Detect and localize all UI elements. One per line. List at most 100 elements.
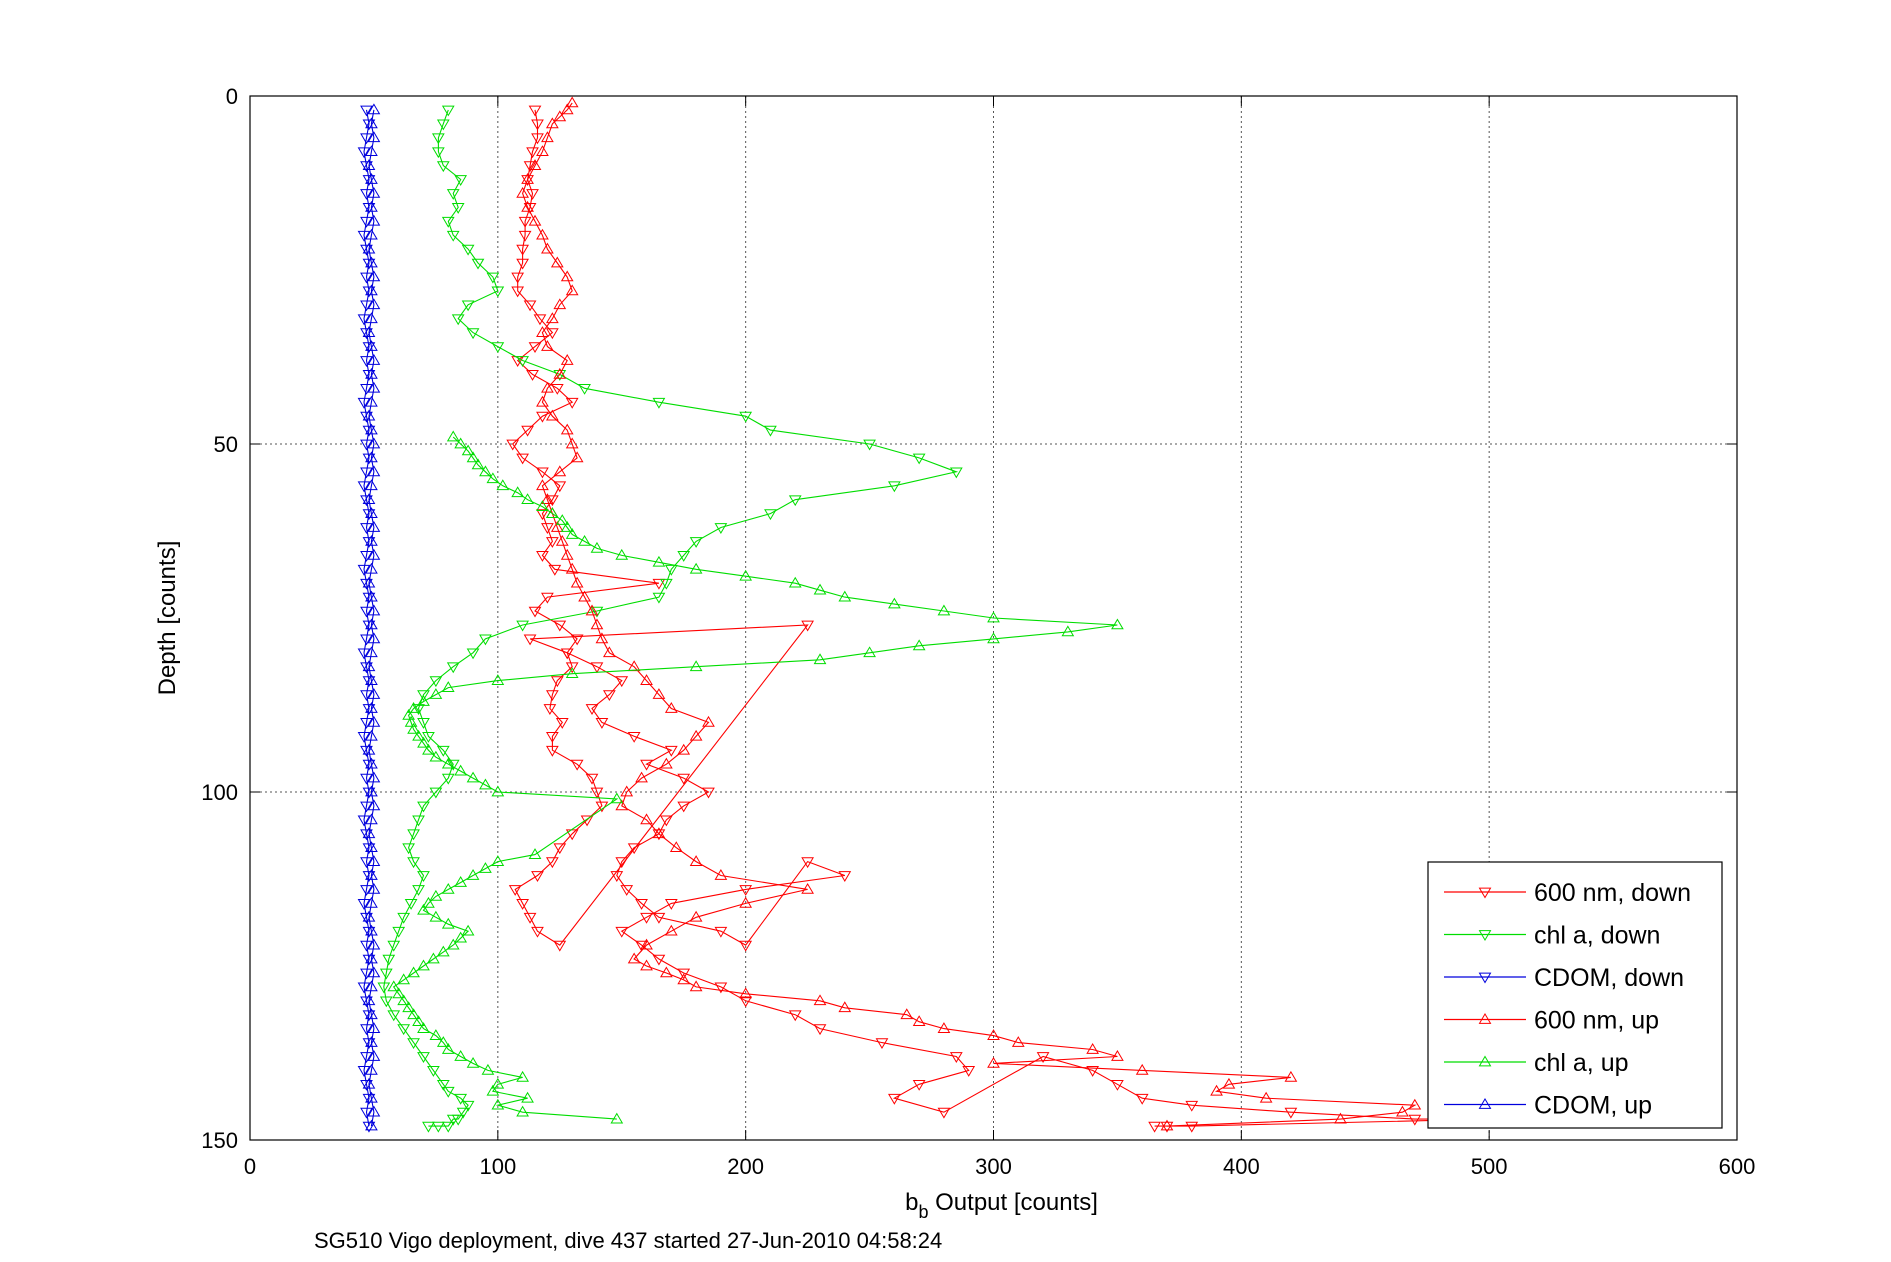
data-point: [417, 736, 430, 748]
data-point: [664, 701, 678, 713]
data-point: [518, 230, 532, 242]
data-point: [461, 444, 475, 456]
data-point: [486, 1084, 500, 1096]
data-point: [565, 562, 579, 574]
data-point: [454, 764, 468, 776]
data-point: [367, 186, 381, 198]
data-point: [365, 980, 378, 992]
data-point: [595, 632, 609, 644]
data-point: [491, 1098, 505, 1110]
data-point: [417, 903, 430, 915]
data-point: [357, 397, 371, 409]
data-point: [365, 507, 378, 518]
data-point: [813, 653, 827, 665]
data-point: [491, 342, 505, 354]
data-point: [560, 423, 574, 435]
legend-label: chl a, down: [1534, 922, 1660, 950]
caption: SG510 Vigo deployment, dive 437 started …: [314, 1228, 942, 1253]
data-point: [521, 1091, 534, 1103]
data-point: [553, 110, 567, 122]
data-point: [689, 980, 703, 992]
data-point: [801, 620, 814, 632]
legend-entry: 600 nm, up: [1444, 1007, 1659, 1035]
data-point: [362, 159, 376, 170]
data-point: [585, 604, 599, 616]
data-point: [875, 1038, 889, 1050]
data-point: [365, 618, 378, 630]
data-point: [387, 980, 401, 992]
data-point: [664, 745, 678, 757]
data-point: [528, 214, 542, 226]
data-point: [365, 757, 378, 769]
data-point: [627, 731, 641, 743]
data-point: [360, 857, 373, 869]
data-point: [451, 203, 465, 214]
data-point: [479, 465, 492, 477]
data-point: [365, 646, 378, 658]
data-point: [436, 161, 450, 173]
data-point: [595, 718, 609, 729]
data-point: [367, 604, 381, 616]
data-point: [491, 785, 505, 797]
data-point: [516, 1105, 529, 1117]
data-point: [570, 451, 584, 463]
data-point: [962, 1066, 976, 1077]
data-point: [360, 383, 373, 395]
data-point: [635, 899, 648, 910]
data-point: [550, 521, 564, 532]
data-point: [689, 660, 703, 672]
data-point: [788, 576, 802, 588]
data-point: [1185, 1100, 1199, 1112]
data-point: [987, 611, 1000, 623]
data-point: [545, 117, 559, 129]
data-point: [565, 284, 579, 296]
data-point: [652, 829, 666, 841]
x-axis-label-subscript: b: [918, 1202, 928, 1222]
data-point: [664, 564, 678, 576]
data-point: [367, 855, 381, 866]
data-point: [367, 270, 381, 282]
data-point: [367, 437, 381, 449]
data-point: [739, 885, 753, 896]
data-point: [987, 1056, 1000, 1068]
data-point: [1160, 1119, 1174, 1131]
data-point: [402, 843, 415, 855]
data-point: [545, 409, 559, 421]
data-point: [516, 453, 529, 465]
data-point: [427, 1066, 440, 1077]
data-point: [404, 715, 418, 727]
data-point: [553, 843, 567, 855]
data-point: [422, 731, 435, 743]
data-point: [429, 889, 443, 901]
data-point: [365, 590, 378, 602]
data-point: [360, 718, 373, 729]
data-point: [863, 439, 876, 451]
data-point: [1259, 1091, 1273, 1103]
data-point: [365, 674, 378, 685]
data-point: [491, 855, 505, 866]
data-point: [357, 147, 371, 159]
data-point: [548, 564, 562, 576]
data-point: [838, 1001, 852, 1013]
data-point: [714, 982, 728, 994]
data-point: [590, 541, 604, 553]
data-point: [801, 857, 814, 869]
data-point: [407, 966, 420, 978]
data-point: [360, 356, 373, 367]
data-point: [545, 328, 559, 340]
data-point: [402, 708, 415, 720]
data-point: [565, 527, 579, 539]
data-point: [511, 486, 525, 498]
data-point: [441, 757, 455, 769]
data-point: [610, 792, 624, 804]
data-point: [788, 495, 802, 507]
data-point: [441, 882, 455, 894]
data-point: [764, 509, 777, 521]
data-point: [397, 973, 411, 985]
data-point: [357, 564, 371, 576]
data-point: [652, 688, 666, 699]
data-point: [838, 871, 852, 883]
data-point: [536, 395, 549, 407]
data-point: [602, 646, 616, 658]
data-point: [516, 186, 529, 198]
